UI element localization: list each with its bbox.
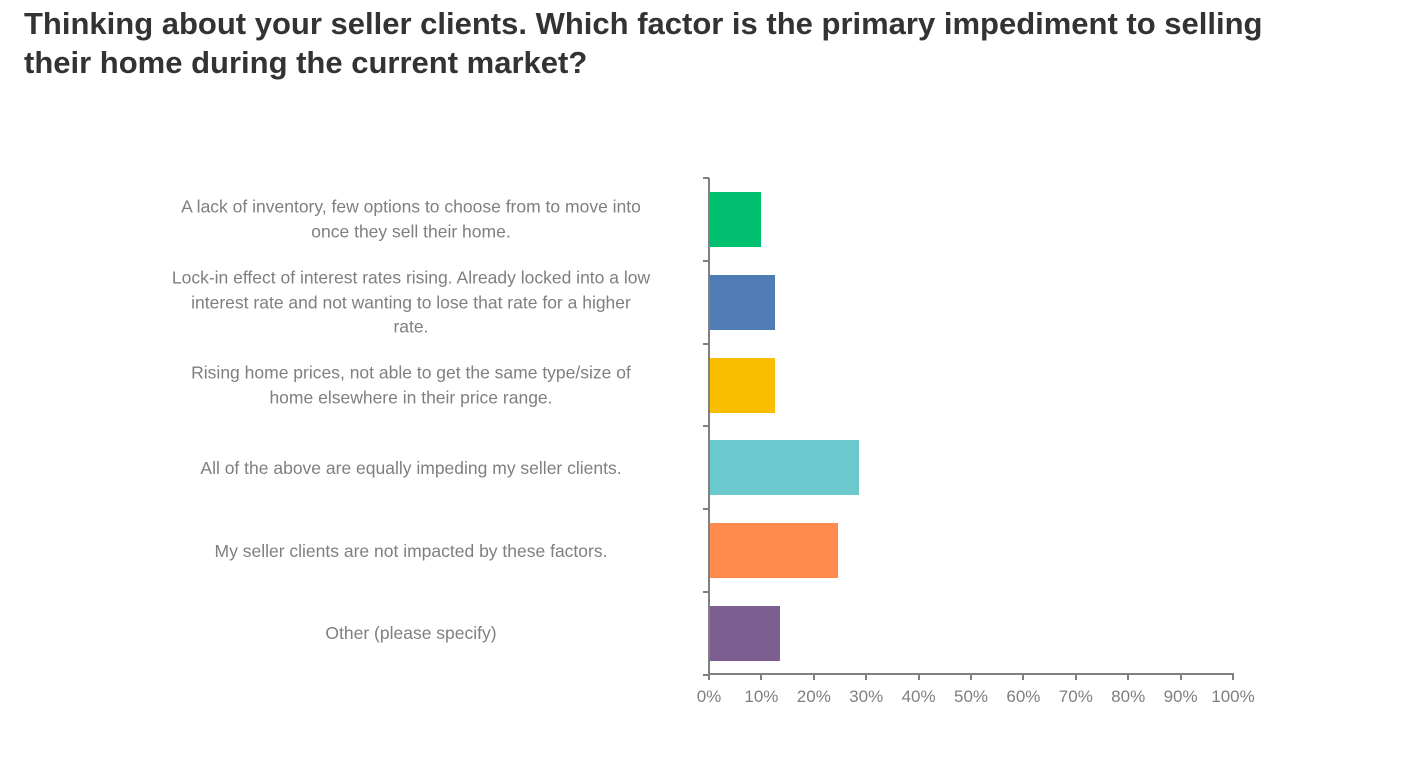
- chart-title: Thinking about your seller clients. Whic…: [24, 6, 1263, 80]
- category-label-line: interest rate and not wanting to lose th…: [191, 291, 631, 312]
- category-label: Lock-in effect of interest rates rising.…: [131, 265, 691, 339]
- x-axis-tick-label: 50%: [953, 687, 989, 706]
- x-axis-tick: [1232, 673, 1234, 680]
- bar: [710, 523, 838, 579]
- y-axis-line: [708, 178, 710, 675]
- category-label: Rising home prices, not able to get the …: [131, 361, 691, 410]
- y-axis-tick: [703, 591, 709, 593]
- x-axis-tick: [1127, 673, 1130, 680]
- category-label-line: Rising home prices, not able to get the …: [191, 362, 631, 383]
- y-axis-tick: [703, 259, 709, 262]
- y-axis-tick: [703, 673, 709, 676]
- x-axis-tick: [917, 673, 920, 680]
- bar: [710, 605, 781, 661]
- x-axis-tick-label: 90%: [1163, 687, 1198, 706]
- x-axis-tick: [865, 673, 868, 680]
- x-axis-tick-label: 60%: [1006, 687, 1041, 706]
- category-label-line: rate.: [393, 316, 429, 337]
- category-label: All of the above are equally impeding my…: [131, 456, 691, 481]
- category-label-line: All of the above are equally impeding my…: [200, 457, 622, 478]
- x-axis-tick: [708, 673, 710, 680]
- bar: [710, 191, 761, 247]
- y-axis-tick: [703, 508, 709, 511]
- x-axis-tick-label: 80%: [1111, 687, 1146, 706]
- y-axis-tick: [703, 342, 709, 345]
- category-label-line: A lack of inventory, few options to choo…: [181, 196, 641, 217]
- bar: [710, 357, 775, 413]
- category-label-line: Lock-in effect of interest rates rising.…: [171, 267, 651, 288]
- category-label: My seller clients are not impacted by th…: [131, 538, 691, 563]
- x-axis-tick: [970, 673, 972, 680]
- x-axis-tick-label: 100%: [1211, 687, 1255, 706]
- category-label-line: home elsewhere in their price range.: [269, 387, 553, 407]
- category-label-line: My seller clients are not impacted by th…: [214, 540, 608, 561]
- category-label: Other (please specify): [131, 621, 691, 646]
- category-label-line: Other (please specify): [325, 623, 497, 644]
- category-label: A lack of inventory, few options to choo…: [131, 195, 691, 244]
- x-axis-tick: [1179, 673, 1182, 680]
- x-axis-tick: [1022, 673, 1025, 680]
- bar: [710, 274, 775, 330]
- y-axis-tick: [703, 425, 709, 428]
- x-axis-tick-label: 0%: [696, 687, 722, 706]
- bar: [710, 440, 859, 496]
- x-axis-tick-label: 70%: [1058, 687, 1093, 706]
- x-axis-tick: [1074, 673, 1077, 680]
- x-axis-tick: [760, 673, 763, 680]
- x-axis-tick-label: 30%: [849, 687, 884, 706]
- x-axis-tick-label: 10%: [744, 687, 779, 706]
- y-axis-tick: [703, 177, 709, 179]
- category-label-line: once they sell their home.: [311, 221, 511, 242]
- x-axis-tick-label: 40%: [901, 687, 936, 706]
- x-axis-tick: [812, 673, 815, 680]
- x-axis-tick-label: 20%: [796, 687, 831, 706]
